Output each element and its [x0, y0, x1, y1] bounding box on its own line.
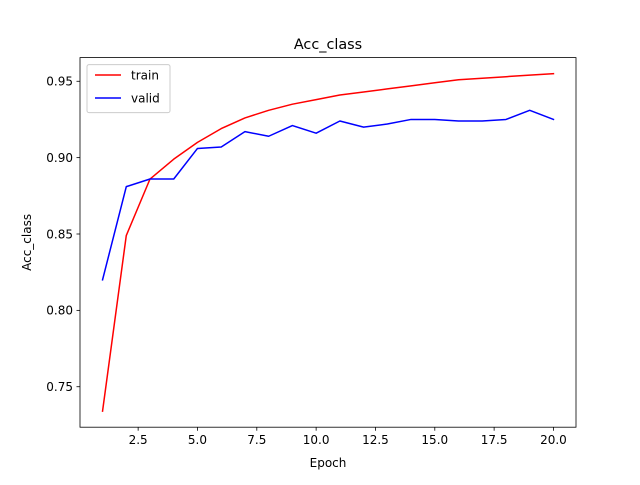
y-tick-label: 0.90: [46, 151, 73, 165]
x-tick-label: 15.0: [421, 433, 448, 447]
legend-box: [86, 64, 171, 114]
x-tick-label: 10.0: [303, 433, 330, 447]
series-lines: [101, 72, 555, 413]
y-tick-label: 0.80: [46, 304, 73, 318]
y-axis-label: Acc_class: [20, 214, 34, 271]
x-axis-ticks: 2.5 5.0 7.5 10.0 12.5 15.0 17.5 20.0: [129, 427, 567, 447]
legend-label-valid: valid: [131, 92, 160, 106]
x-axis-label: Epoch: [310, 456, 347, 470]
series-line-valid: [101, 109, 555, 281]
y-tick-label: 0.85: [46, 227, 73, 241]
x-tick-label: 17.5: [481, 433, 508, 447]
x-tick-label: 5.0: [188, 433, 207, 447]
plot-background: [80, 57, 576, 428]
x-tick-label: 7.5: [247, 433, 266, 447]
chart-title: Acc_class: [294, 37, 362, 53]
y-tick-label: 0.75: [46, 380, 73, 394]
legend: train valid: [86, 64, 171, 114]
y-axis-ticks: 0.75 0.80 0.85 0.90 0.95: [46, 75, 80, 394]
plot-frame: [79, 57, 577, 428]
series-line-train: [101, 72, 555, 413]
x-tick-label: 2.5: [129, 433, 148, 447]
legend-label-train: train: [131, 69, 159, 83]
y-tick-label: 0.95: [46, 75, 73, 89]
x-tick-label: 20.0: [540, 433, 567, 447]
x-tick-label: 12.5: [362, 433, 389, 447]
